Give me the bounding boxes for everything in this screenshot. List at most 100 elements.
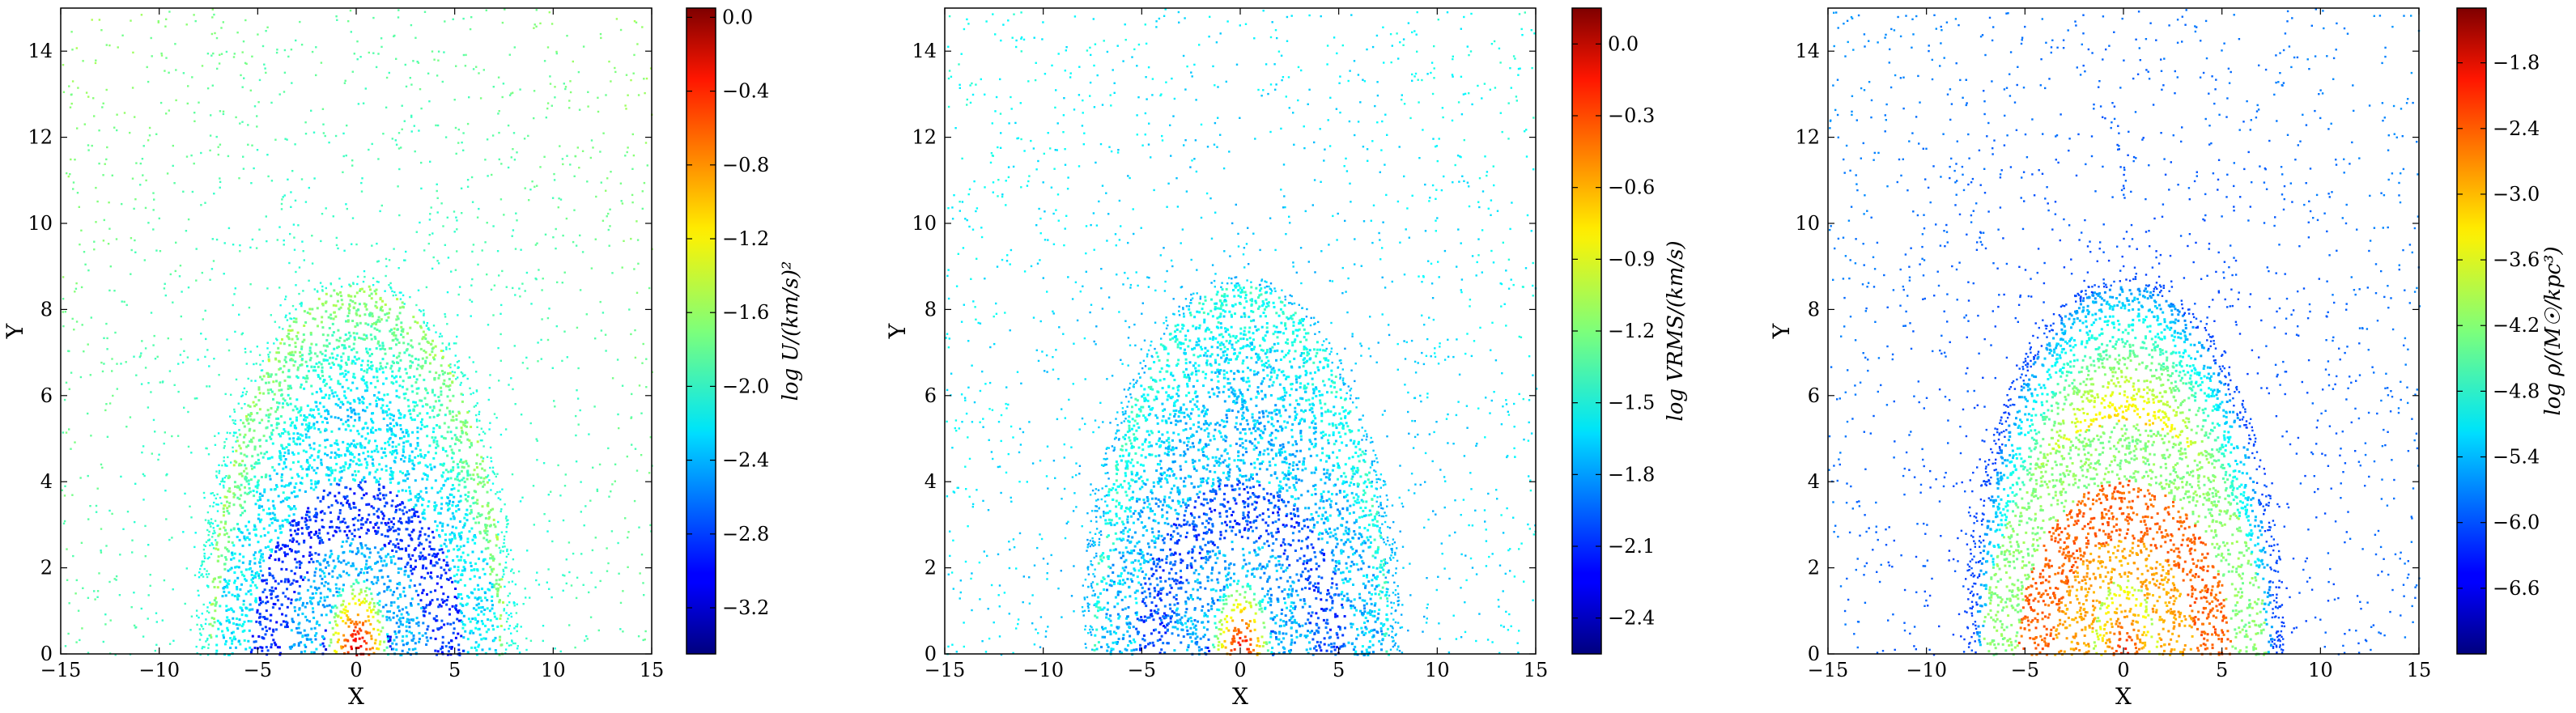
data-point	[282, 491, 285, 494]
data-point	[374, 429, 377, 432]
data-point	[351, 70, 354, 73]
data-point	[365, 389, 368, 393]
data-point	[271, 511, 274, 515]
data-point	[468, 530, 471, 533]
data-point	[198, 594, 200, 596]
data-point	[578, 108, 581, 111]
data-point	[274, 558, 277, 562]
data-point	[309, 447, 312, 450]
data-point	[443, 623, 446, 626]
data-point	[89, 505, 91, 507]
data-point	[359, 519, 363, 522]
data-point	[353, 336, 356, 339]
data-point	[293, 572, 296, 575]
data-point	[441, 641, 444, 644]
data-point	[466, 554, 470, 557]
data-point	[233, 581, 236, 584]
data-point	[381, 547, 384, 550]
data-point	[376, 579, 380, 582]
data-point	[453, 579, 457, 583]
data-point	[423, 533, 427, 536]
data-point	[223, 590, 226, 593]
data-point	[251, 238, 254, 241]
data-point	[354, 633, 357, 636]
data-point	[474, 596, 477, 600]
data-point	[504, 628, 506, 631]
data-point	[480, 620, 483, 622]
data-point	[409, 579, 412, 582]
data-point	[455, 510, 458, 513]
data-point	[619, 28, 623, 32]
data-point	[402, 472, 404, 475]
data-point	[492, 584, 495, 587]
data-point	[405, 85, 408, 88]
data-point	[143, 474, 146, 477]
data-point	[554, 86, 556, 88]
data-point	[402, 617, 405, 619]
data-point	[474, 536, 477, 539]
data-point	[470, 444, 474, 447]
data-point	[450, 639, 453, 642]
data-point	[489, 619, 492, 622]
data-point	[535, 579, 538, 582]
data-point	[337, 557, 339, 560]
data-point	[329, 554, 332, 558]
data-point	[370, 365, 373, 368]
data-point	[510, 612, 512, 615]
data-point	[388, 312, 390, 315]
data-point	[217, 576, 220, 579]
data-point	[109, 265, 112, 268]
data-point	[507, 124, 510, 127]
data-point	[633, 499, 636, 503]
data-point	[462, 544, 465, 547]
data-point	[399, 376, 402, 379]
data-point	[163, 579, 166, 582]
data-point	[257, 513, 261, 516]
data-point	[347, 331, 351, 334]
data-point	[354, 506, 357, 509]
data-point	[485, 476, 487, 479]
data-point	[347, 312, 351, 315]
data-point	[253, 445, 257, 448]
data-point	[287, 496, 291, 499]
data-point	[402, 590, 406, 593]
data-point	[357, 572, 360, 575]
data-point	[487, 474, 490, 477]
data-point	[409, 295, 411, 299]
data-point	[440, 566, 443, 569]
data-point	[216, 67, 219, 70]
data-point	[283, 194, 286, 197]
data-point	[114, 331, 117, 334]
data-point	[279, 304, 282, 307]
data-point	[379, 362, 382, 365]
data-point	[235, 449, 238, 452]
data-point	[292, 432, 295, 435]
data-point	[398, 367, 402, 370]
data-point	[202, 560, 206, 562]
data-point	[306, 634, 309, 636]
data-point	[540, 358, 542, 360]
data-point	[638, 384, 641, 387]
data-point	[322, 571, 325, 575]
data-point	[247, 620, 250, 622]
data-point	[244, 592, 248, 596]
data-point	[303, 338, 306, 342]
data-point	[474, 641, 478, 644]
data-point	[226, 616, 229, 619]
data-point	[187, 218, 190, 221]
data-point	[262, 375, 266, 378]
data-point	[401, 128, 403, 130]
data-point	[381, 342, 385, 345]
data-point	[283, 379, 287, 382]
data-point	[405, 634, 408, 638]
data-point	[221, 480, 224, 482]
data-point	[342, 132, 345, 135]
data-point	[261, 574, 265, 577]
data-point	[599, 579, 601, 583]
data-point	[199, 653, 202, 656]
data-point	[268, 556, 271, 559]
data-point	[503, 541, 505, 545]
data-point	[305, 526, 308, 529]
data-point	[405, 511, 408, 514]
data-point	[372, 608, 375, 611]
